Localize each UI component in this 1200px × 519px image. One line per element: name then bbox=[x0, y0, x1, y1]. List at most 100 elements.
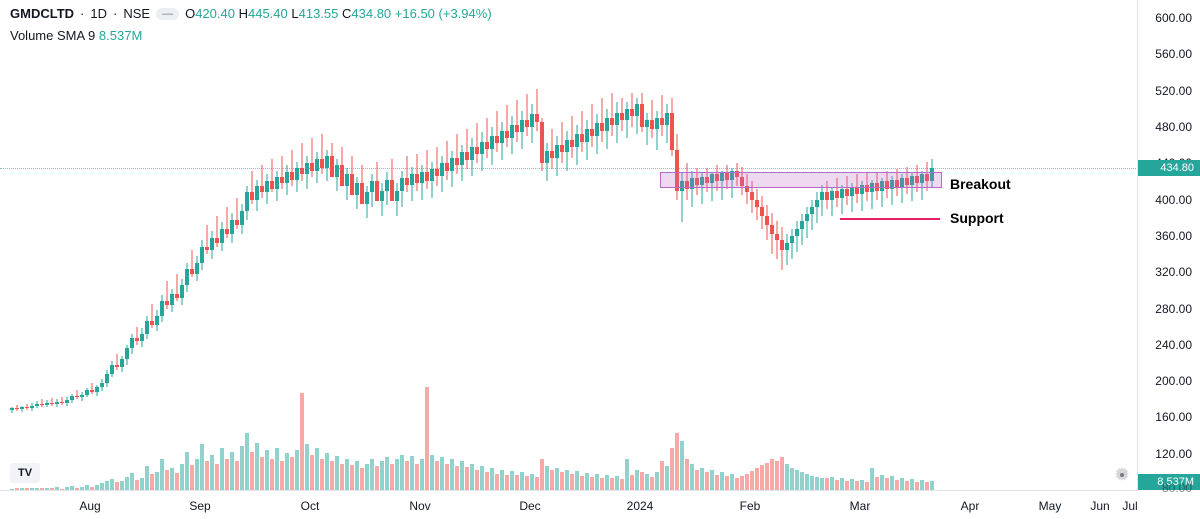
volume-bar[interactable] bbox=[390, 464, 394, 490]
volume-bar[interactable] bbox=[555, 468, 559, 490]
volume-bar[interactable] bbox=[865, 482, 869, 490]
volume-bar[interactable] bbox=[595, 474, 599, 490]
volume-bar[interactable] bbox=[490, 468, 494, 490]
volume-bar[interactable] bbox=[470, 464, 474, 490]
volume-bar[interactable] bbox=[110, 479, 114, 490]
volume-bar[interactable] bbox=[410, 456, 414, 490]
volume-bar[interactable] bbox=[405, 461, 409, 490]
volume-bar[interactable] bbox=[870, 468, 874, 490]
volume-bar[interactable] bbox=[380, 461, 384, 490]
volume-bar[interactable] bbox=[105, 481, 109, 490]
volume-bar[interactable] bbox=[375, 466, 379, 490]
volume-bar[interactable] bbox=[565, 470, 569, 490]
volume-bar[interactable] bbox=[855, 481, 859, 490]
volume-bar[interactable] bbox=[115, 482, 119, 490]
volume-bar[interactable] bbox=[700, 468, 704, 490]
volume-bar[interactable] bbox=[770, 459, 774, 490]
volume-bar[interactable] bbox=[735, 478, 739, 490]
volume-bar[interactable] bbox=[385, 457, 389, 490]
volume-bar[interactable] bbox=[125, 477, 129, 490]
volume-bar[interactable] bbox=[265, 450, 269, 490]
volume-bar[interactable] bbox=[795, 470, 799, 490]
volume-bar[interactable] bbox=[335, 456, 339, 490]
volume-bar[interactable] bbox=[630, 475, 634, 490]
volume-bar[interactable] bbox=[640, 472, 644, 490]
volume-bar[interactable] bbox=[300, 393, 304, 490]
volume-bar[interactable] bbox=[295, 450, 299, 490]
volume-bar[interactable] bbox=[505, 475, 509, 490]
volume-bar[interactable] bbox=[400, 455, 404, 490]
volume-bar[interactable] bbox=[500, 470, 504, 490]
volume-bar[interactable] bbox=[925, 482, 929, 490]
volume-bar[interactable] bbox=[175, 473, 179, 490]
volume-bar[interactable] bbox=[680, 441, 684, 491]
volume-bar[interactable] bbox=[315, 448, 319, 490]
volume-bar[interactable] bbox=[515, 475, 519, 490]
volume-bar[interactable] bbox=[780, 457, 784, 490]
y-axis[interactable]: 600.00560.00520.00480.00440.00400.00360.… bbox=[1137, 0, 1200, 490]
volume-bar[interactable] bbox=[695, 470, 699, 490]
volume-bar[interactable] bbox=[225, 459, 229, 490]
volume-bar[interactable] bbox=[570, 474, 574, 490]
volume-bar[interactable] bbox=[540, 459, 544, 490]
volume-bar[interactable] bbox=[690, 464, 694, 490]
volume-bar[interactable] bbox=[920, 480, 924, 490]
volume-bar[interactable] bbox=[140, 478, 144, 490]
volume-bar[interactable] bbox=[100, 483, 104, 490]
volume-bar[interactable] bbox=[610, 478, 614, 490]
volume-bar[interactable] bbox=[755, 468, 759, 490]
volume-bar[interactable] bbox=[730, 474, 734, 490]
volume-bar[interactable] bbox=[340, 464, 344, 490]
volume-bar[interactable] bbox=[275, 448, 279, 490]
breakout-zone[interactable] bbox=[660, 172, 942, 188]
volume-bar[interactable] bbox=[930, 481, 934, 490]
volume-bar[interactable] bbox=[355, 461, 359, 490]
volume-bar[interactable] bbox=[255, 443, 259, 490]
volume-bar[interactable] bbox=[160, 459, 164, 490]
chart-container[interactable]: { "header":{ "symbol":"GMDCLTD","interva… bbox=[0, 0, 1200, 519]
volume-bar[interactable] bbox=[860, 480, 864, 490]
volume-bar[interactable] bbox=[450, 459, 454, 490]
volume-bar[interactable] bbox=[880, 475, 884, 490]
volume-bar[interactable] bbox=[350, 465, 354, 490]
volume-bar[interactable] bbox=[280, 461, 284, 490]
volume-bar[interactable] bbox=[130, 473, 134, 490]
volume-bar[interactable] bbox=[765, 463, 769, 491]
volume-bar[interactable] bbox=[900, 478, 904, 490]
volume-bar[interactable] bbox=[875, 477, 879, 490]
volume-bar[interactable] bbox=[260, 457, 264, 490]
volume-bar[interactable] bbox=[430, 455, 434, 490]
volume-bar[interactable] bbox=[740, 476, 744, 490]
volume-bar[interactable] bbox=[445, 464, 449, 490]
volume-bar[interactable] bbox=[585, 473, 589, 490]
x-axis[interactable]: AugSepOctNovDec2024FebMarAprMayJunJul bbox=[0, 490, 1138, 519]
volume-bar[interactable] bbox=[725, 476, 729, 490]
volume-bar[interactable] bbox=[580, 476, 584, 490]
settings-icon[interactable] bbox=[1114, 467, 1130, 483]
volume-bar[interactable] bbox=[560, 472, 564, 490]
volume-bar[interactable] bbox=[605, 475, 609, 490]
volume-bar[interactable] bbox=[220, 448, 224, 490]
volume-bar[interactable] bbox=[820, 478, 824, 490]
volume-bar[interactable] bbox=[625, 459, 629, 490]
volume-bar[interactable] bbox=[250, 452, 254, 491]
volume-bar[interactable] bbox=[545, 466, 549, 490]
volume-bar[interactable] bbox=[395, 459, 399, 490]
volume-bar[interactable] bbox=[185, 452, 189, 491]
volume-bar[interactable] bbox=[775, 461, 779, 490]
volume-bar[interactable] bbox=[155, 472, 159, 490]
volume-bar[interactable] bbox=[320, 459, 324, 490]
volume-bar[interactable] bbox=[915, 482, 919, 490]
volume-bar[interactable] bbox=[525, 476, 529, 490]
volume-bar[interactable] bbox=[330, 461, 334, 490]
volume-bar[interactable] bbox=[825, 478, 829, 490]
volume-bar[interactable] bbox=[895, 480, 899, 490]
volume-bar[interactable] bbox=[670, 448, 674, 490]
volume-bar[interactable] bbox=[425, 387, 429, 490]
volume-bar[interactable] bbox=[370, 459, 374, 490]
tradingview-logo[interactable]: TV bbox=[10, 463, 40, 483]
volume-bar[interactable] bbox=[800, 472, 804, 490]
volume-bar[interactable] bbox=[215, 464, 219, 490]
volume-bar[interactable] bbox=[650, 477, 654, 490]
volume-bar[interactable] bbox=[715, 475, 719, 490]
